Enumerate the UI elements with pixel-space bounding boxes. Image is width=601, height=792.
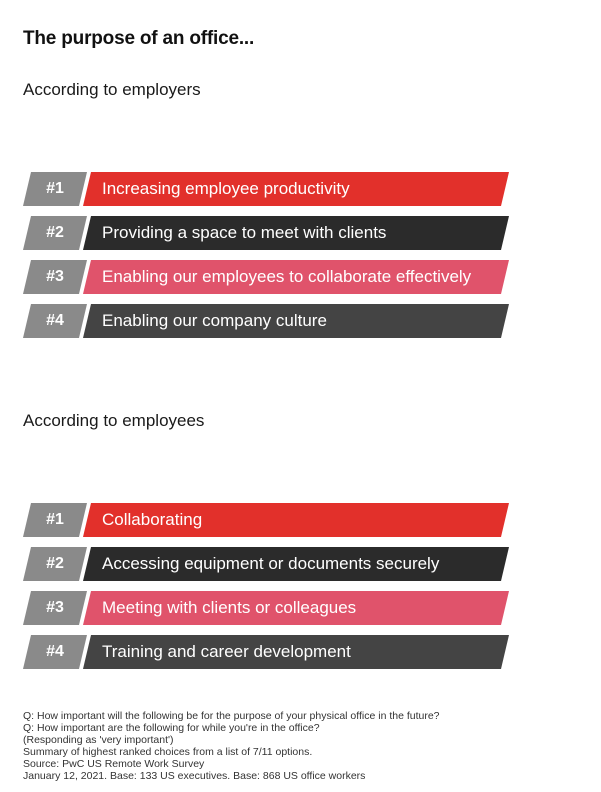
- rank-bar: Meeting with clients or colleagues: [83, 591, 509, 625]
- employees-ranking-list: #1 Collaborating #2 Accessing equipment …: [23, 503, 513, 679]
- employers-heading: According to employers: [23, 80, 201, 99]
- employers-rank-row-2: #2 Providing a space to meet with client…: [23, 216, 513, 250]
- rank-bar: Increasing employee productivity: [83, 172, 509, 206]
- rank-badge: #3: [23, 260, 87, 294]
- footnote-line: Summary of highest ranked choices from a…: [23, 746, 313, 758]
- footnote-line: Source: PwC US Remote Work Survey: [23, 758, 205, 770]
- employers-ranking-list: #1 Increasing employee productivity #2 P…: [23, 172, 513, 348]
- footnote-line: (Responding as 'very important'): [23, 734, 174, 746]
- employers-rank-row-3: #3 Enabling our employees to collaborate…: [23, 260, 513, 294]
- employees-rank-row-2: #2 Accessing equipment or documents secu…: [23, 547, 513, 581]
- page-title: The purpose of an office...: [23, 28, 255, 49]
- rank-bar: Training and career development: [83, 635, 509, 669]
- employees-heading: According to employees: [23, 411, 205, 430]
- rank-badge: #1: [23, 503, 87, 537]
- rank-bar: Providing a space to meet with clients: [83, 216, 509, 250]
- rank-bar: Collaborating: [83, 503, 509, 537]
- rank-badge: #1: [23, 172, 87, 206]
- rank-badge: #4: [23, 304, 87, 338]
- employees-rank-row-4: #4 Training and career development: [23, 635, 513, 669]
- employers-rank-row-1: #1 Increasing employee productivity: [23, 172, 513, 206]
- employees-rank-row-1: #1 Collaborating: [23, 503, 513, 537]
- footnote-line: Q: How important are the following for w…: [23, 722, 320, 734]
- footnotes: Q: How important will the following be f…: [23, 710, 440, 782]
- footnote-line: January 12, 2021. Base: 133 US executive…: [23, 770, 366, 782]
- rank-bar: Accessing equipment or documents securel…: [83, 547, 509, 581]
- rank-bar: Enabling our company culture: [83, 304, 509, 338]
- employees-rank-row-3: #3 Meeting with clients or colleagues: [23, 591, 513, 625]
- rank-badge: #4: [23, 635, 87, 669]
- rank-badge: #3: [23, 591, 87, 625]
- rank-bar: Enabling our employees to collaborate ef…: [83, 260, 509, 294]
- employers-rank-row-4: #4 Enabling our company culture: [23, 304, 513, 338]
- footnote-line: Q: How important will the following be f…: [23, 710, 440, 722]
- rank-badge: #2: [23, 547, 87, 581]
- rank-badge: #2: [23, 216, 87, 250]
